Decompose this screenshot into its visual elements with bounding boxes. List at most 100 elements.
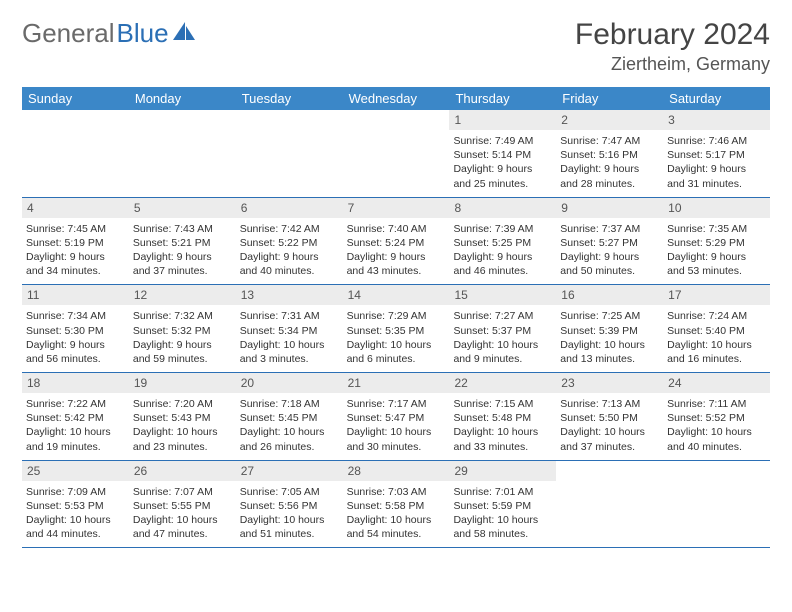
sunset-text: Sunset: 5:35 PM <box>347 324 446 338</box>
daylight-text: Daylight: 10 hours and 47 minutes. <box>133 513 232 541</box>
day-number <box>22 110 129 116</box>
day-number: 25 <box>22 461 129 481</box>
daylight-text: Daylight: 10 hours and 26 minutes. <box>240 425 339 453</box>
daylight-text: Daylight: 9 hours and 50 minutes. <box>560 250 659 278</box>
day-info: Sunrise: 7:34 AMSunset: 5:30 PMDaylight:… <box>26 309 125 366</box>
daylight-text: Daylight: 10 hours and 54 minutes. <box>347 513 446 541</box>
day-cell: 29 Sunrise: 7:01 AMSunset: 5:59 PMDayligh… <box>449 461 556 548</box>
day-info: Sunrise: 7:09 AMSunset: 5:53 PMDaylight:… <box>26 485 125 542</box>
daylight-text: Daylight: 10 hours and 33 minutes. <box>453 425 552 453</box>
logo: GeneralBlue <box>22 18 195 49</box>
day-number: 5 <box>129 198 236 218</box>
day-number: 18 <box>22 373 129 393</box>
day-number: 9 <box>556 198 663 218</box>
daylight-text: Daylight: 10 hours and 19 minutes. <box>26 425 125 453</box>
sunset-text: Sunset: 5:14 PM <box>453 148 552 162</box>
day-info: Sunrise: 7:11 AMSunset: 5:52 PMDaylight:… <box>667 397 766 454</box>
day-number: 24 <box>663 373 770 393</box>
sunset-text: Sunset: 5:22 PM <box>240 236 339 250</box>
day-cell: 10Sunrise: 7:35 AMSunset: 5:29 PMDayligh… <box>663 198 770 285</box>
daylight-text: Daylight: 9 hours and 56 minutes. <box>26 338 125 366</box>
sunset-text: Sunset: 5:37 PM <box>453 324 552 338</box>
day-info: Sunrise: 7:47 AMSunset: 5:16 PMDaylight:… <box>560 134 659 191</box>
sunset-text: Sunset: 5:39 PM <box>560 324 659 338</box>
day-cell: 3Sunrise: 7:46 AMSunset: 5:17 PMDaylight… <box>663 110 770 197</box>
logo-text-gray: General <box>22 18 115 49</box>
sunrise-text: Sunrise: 7:25 AM <box>560 309 659 323</box>
sunrise-text: Sunrise: 7:47 AM <box>560 134 659 148</box>
sunset-text: Sunset: 5:59 PM <box>453 499 552 513</box>
day-number: 12 <box>129 285 236 305</box>
day-cell: 2 Sunrise: 7:47 AMSunset: 5:16 PMDaylight… <box>556 110 663 197</box>
day-info: Sunrise: 7:05 AMSunset: 5:56 PMDaylight:… <box>240 485 339 542</box>
daylight-text: Daylight: 9 hours and 40 minutes. <box>240 250 339 278</box>
sunrise-text: Sunrise: 7:45 AM <box>26 222 125 236</box>
sunrise-text: Sunrise: 7:24 AM <box>667 309 766 323</box>
daylight-text: Daylight: 10 hours and 58 minutes. <box>453 513 552 541</box>
day-info: Sunrise: 7:45 AMSunset: 5:19 PMDaylight:… <box>26 222 125 279</box>
daylight-text: Daylight: 9 hours and 46 minutes. <box>453 250 552 278</box>
day-cell: 22Sunrise: 7:15 AMSunset: 5:48 PMDayligh… <box>449 373 556 460</box>
sunset-text: Sunset: 5:27 PM <box>560 236 659 250</box>
sunset-text: Sunset: 5:32 PM <box>133 324 232 338</box>
sunset-text: Sunset: 5:24 PM <box>347 236 446 250</box>
daylight-text: Daylight: 9 hours and 43 minutes. <box>347 250 446 278</box>
day-info: Sunrise: 7:42 AMSunset: 5:22 PMDaylight:… <box>240 222 339 279</box>
sunrise-text: Sunrise: 7:11 AM <box>667 397 766 411</box>
sunset-text: Sunset: 5:30 PM <box>26 324 125 338</box>
sunrise-text: Sunrise: 7:42 AM <box>240 222 339 236</box>
sunrise-text: Sunrise: 7:17 AM <box>347 397 446 411</box>
day-cell: 18 Sunrise: 7:22 AMSunset: 5:42 PMDayligh… <box>22 373 129 460</box>
sunset-text: Sunset: 5:42 PM <box>26 411 125 425</box>
sunset-text: Sunset: 5:34 PM <box>240 324 339 338</box>
sunrise-text: Sunrise: 7:05 AM <box>240 485 339 499</box>
day-number: 7 <box>343 198 450 218</box>
sunset-text: Sunset: 5:55 PM <box>133 499 232 513</box>
day-cell: 25 Sunrise: 7:09 AMSunset: 5:53 PMDayligh… <box>22 461 129 548</box>
daylight-text: Daylight: 10 hours and 40 minutes. <box>667 425 766 453</box>
day-cell: 23Sunrise: 7:13 AMSunset: 5:50 PMDayligh… <box>556 373 663 460</box>
sunset-text: Sunset: 5:43 PM <box>133 411 232 425</box>
day-cell <box>556 461 663 548</box>
sunrise-text: Sunrise: 7:49 AM <box>453 134 552 148</box>
day-number: 13 <box>236 285 343 305</box>
day-info: Sunrise: 7:18 AMSunset: 5:45 PMDaylight:… <box>240 397 339 454</box>
sunrise-text: Sunrise: 7:35 AM <box>667 222 766 236</box>
dayhdr-thursday: Thursday <box>449 87 556 110</box>
daylight-text: Daylight: 10 hours and 9 minutes. <box>453 338 552 366</box>
day-number: 4 <box>22 198 129 218</box>
dayhdr-tuesday: Tuesday <box>236 87 343 110</box>
day-cell: 1Sunrise: 7:49 AMSunset: 5:14 PMDaylight… <box>449 110 556 197</box>
day-info: Sunrise: 7:46 AMSunset: 5:17 PMDaylight:… <box>667 134 766 191</box>
sunrise-text: Sunrise: 7:27 AM <box>453 309 552 323</box>
sunrise-text: Sunrise: 7:01 AM <box>453 485 552 499</box>
day-info: Sunrise: 7:37 AMSunset: 5:27 PMDaylight:… <box>560 222 659 279</box>
sunrise-text: Sunrise: 7:18 AM <box>240 397 339 411</box>
day-cell: 11Sunrise: 7:34 AMSunset: 5:30 PMDayligh… <box>22 285 129 372</box>
day-info: Sunrise: 7:43 AMSunset: 5:21 PMDaylight:… <box>133 222 232 279</box>
sunrise-text: Sunrise: 7:22 AM <box>26 397 125 411</box>
daylight-text: Daylight: 9 hours and 59 minutes. <box>133 338 232 366</box>
day-number: 2 <box>556 110 663 130</box>
day-number: 6 <box>236 198 343 218</box>
day-info: Sunrise: 7:01 AMSunset: 5:59 PMDaylight:… <box>453 485 552 542</box>
day-info: Sunrise: 7:20 AMSunset: 5:43 PMDaylight:… <box>133 397 232 454</box>
day-info: Sunrise: 7:49 AMSunset: 5:14 PMDaylight:… <box>453 134 552 191</box>
week-row: 25 Sunrise: 7:09 AMSunset: 5:53 PMDayligh… <box>22 461 770 549</box>
sunrise-text: Sunrise: 7:40 AM <box>347 222 446 236</box>
daylight-text: Daylight: 10 hours and 6 minutes. <box>347 338 446 366</box>
day-number: 26 <box>129 461 236 481</box>
day-info: Sunrise: 7:35 AMSunset: 5:29 PMDaylight:… <box>667 222 766 279</box>
day-cell: 26Sunrise: 7:07 AMSunset: 5:55 PMDayligh… <box>129 461 236 548</box>
day-cell: 27Sunrise: 7:05 AMSunset: 5:56 PMDayligh… <box>236 461 343 548</box>
dayhdr-wednesday: Wednesday <box>343 87 450 110</box>
day-number: 29 <box>449 461 556 481</box>
day-number <box>663 461 770 467</box>
day-cell: 28Sunrise: 7:03 AMSunset: 5:58 PMDayligh… <box>343 461 450 548</box>
day-cell: 12Sunrise: 7:32 AMSunset: 5:32 PMDayligh… <box>129 285 236 372</box>
day-number: 23 <box>556 373 663 393</box>
day-cell: 9 Sunrise: 7:37 AMSunset: 5:27 PMDaylight… <box>556 198 663 285</box>
day-cell: 17Sunrise: 7:24 AMSunset: 5:40 PMDayligh… <box>663 285 770 372</box>
week-row: 11Sunrise: 7:34 AMSunset: 5:30 PMDayligh… <box>22 285 770 373</box>
daylight-text: Daylight: 9 hours and 37 minutes. <box>133 250 232 278</box>
